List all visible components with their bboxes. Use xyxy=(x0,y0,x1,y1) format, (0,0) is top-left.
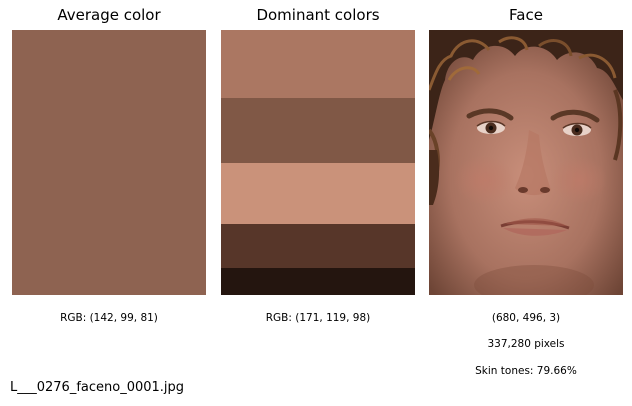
dominant-color-band xyxy=(221,268,415,295)
dominant-color-band xyxy=(221,163,415,224)
dominant-color-band xyxy=(221,224,415,268)
face-illustration xyxy=(429,30,623,295)
face-pixel-count: 337,280 pixels xyxy=(487,338,565,350)
dominant-rgb-caption: RGB: (171, 119, 98) xyxy=(265,312,371,324)
face-image xyxy=(429,30,623,295)
average-color-title: Average color xyxy=(57,6,161,24)
dominant-color-band xyxy=(221,30,415,98)
dominant-colors-swatch xyxy=(221,30,415,295)
average-rgb-caption: RGB: (142, 99, 81) xyxy=(60,312,158,324)
face-shape-caption: (680, 496, 3) xyxy=(491,312,561,324)
dominant-color-band xyxy=(221,98,415,163)
face-title: Face xyxy=(509,6,543,24)
face-skin-tones: Skin tones: 79.66% xyxy=(475,365,577,377)
image-filename: L___0276_faceno_0001.jpg xyxy=(10,380,185,395)
average-color-swatch xyxy=(12,30,206,295)
dominant-colors-title: Dominant colors xyxy=(256,6,380,24)
